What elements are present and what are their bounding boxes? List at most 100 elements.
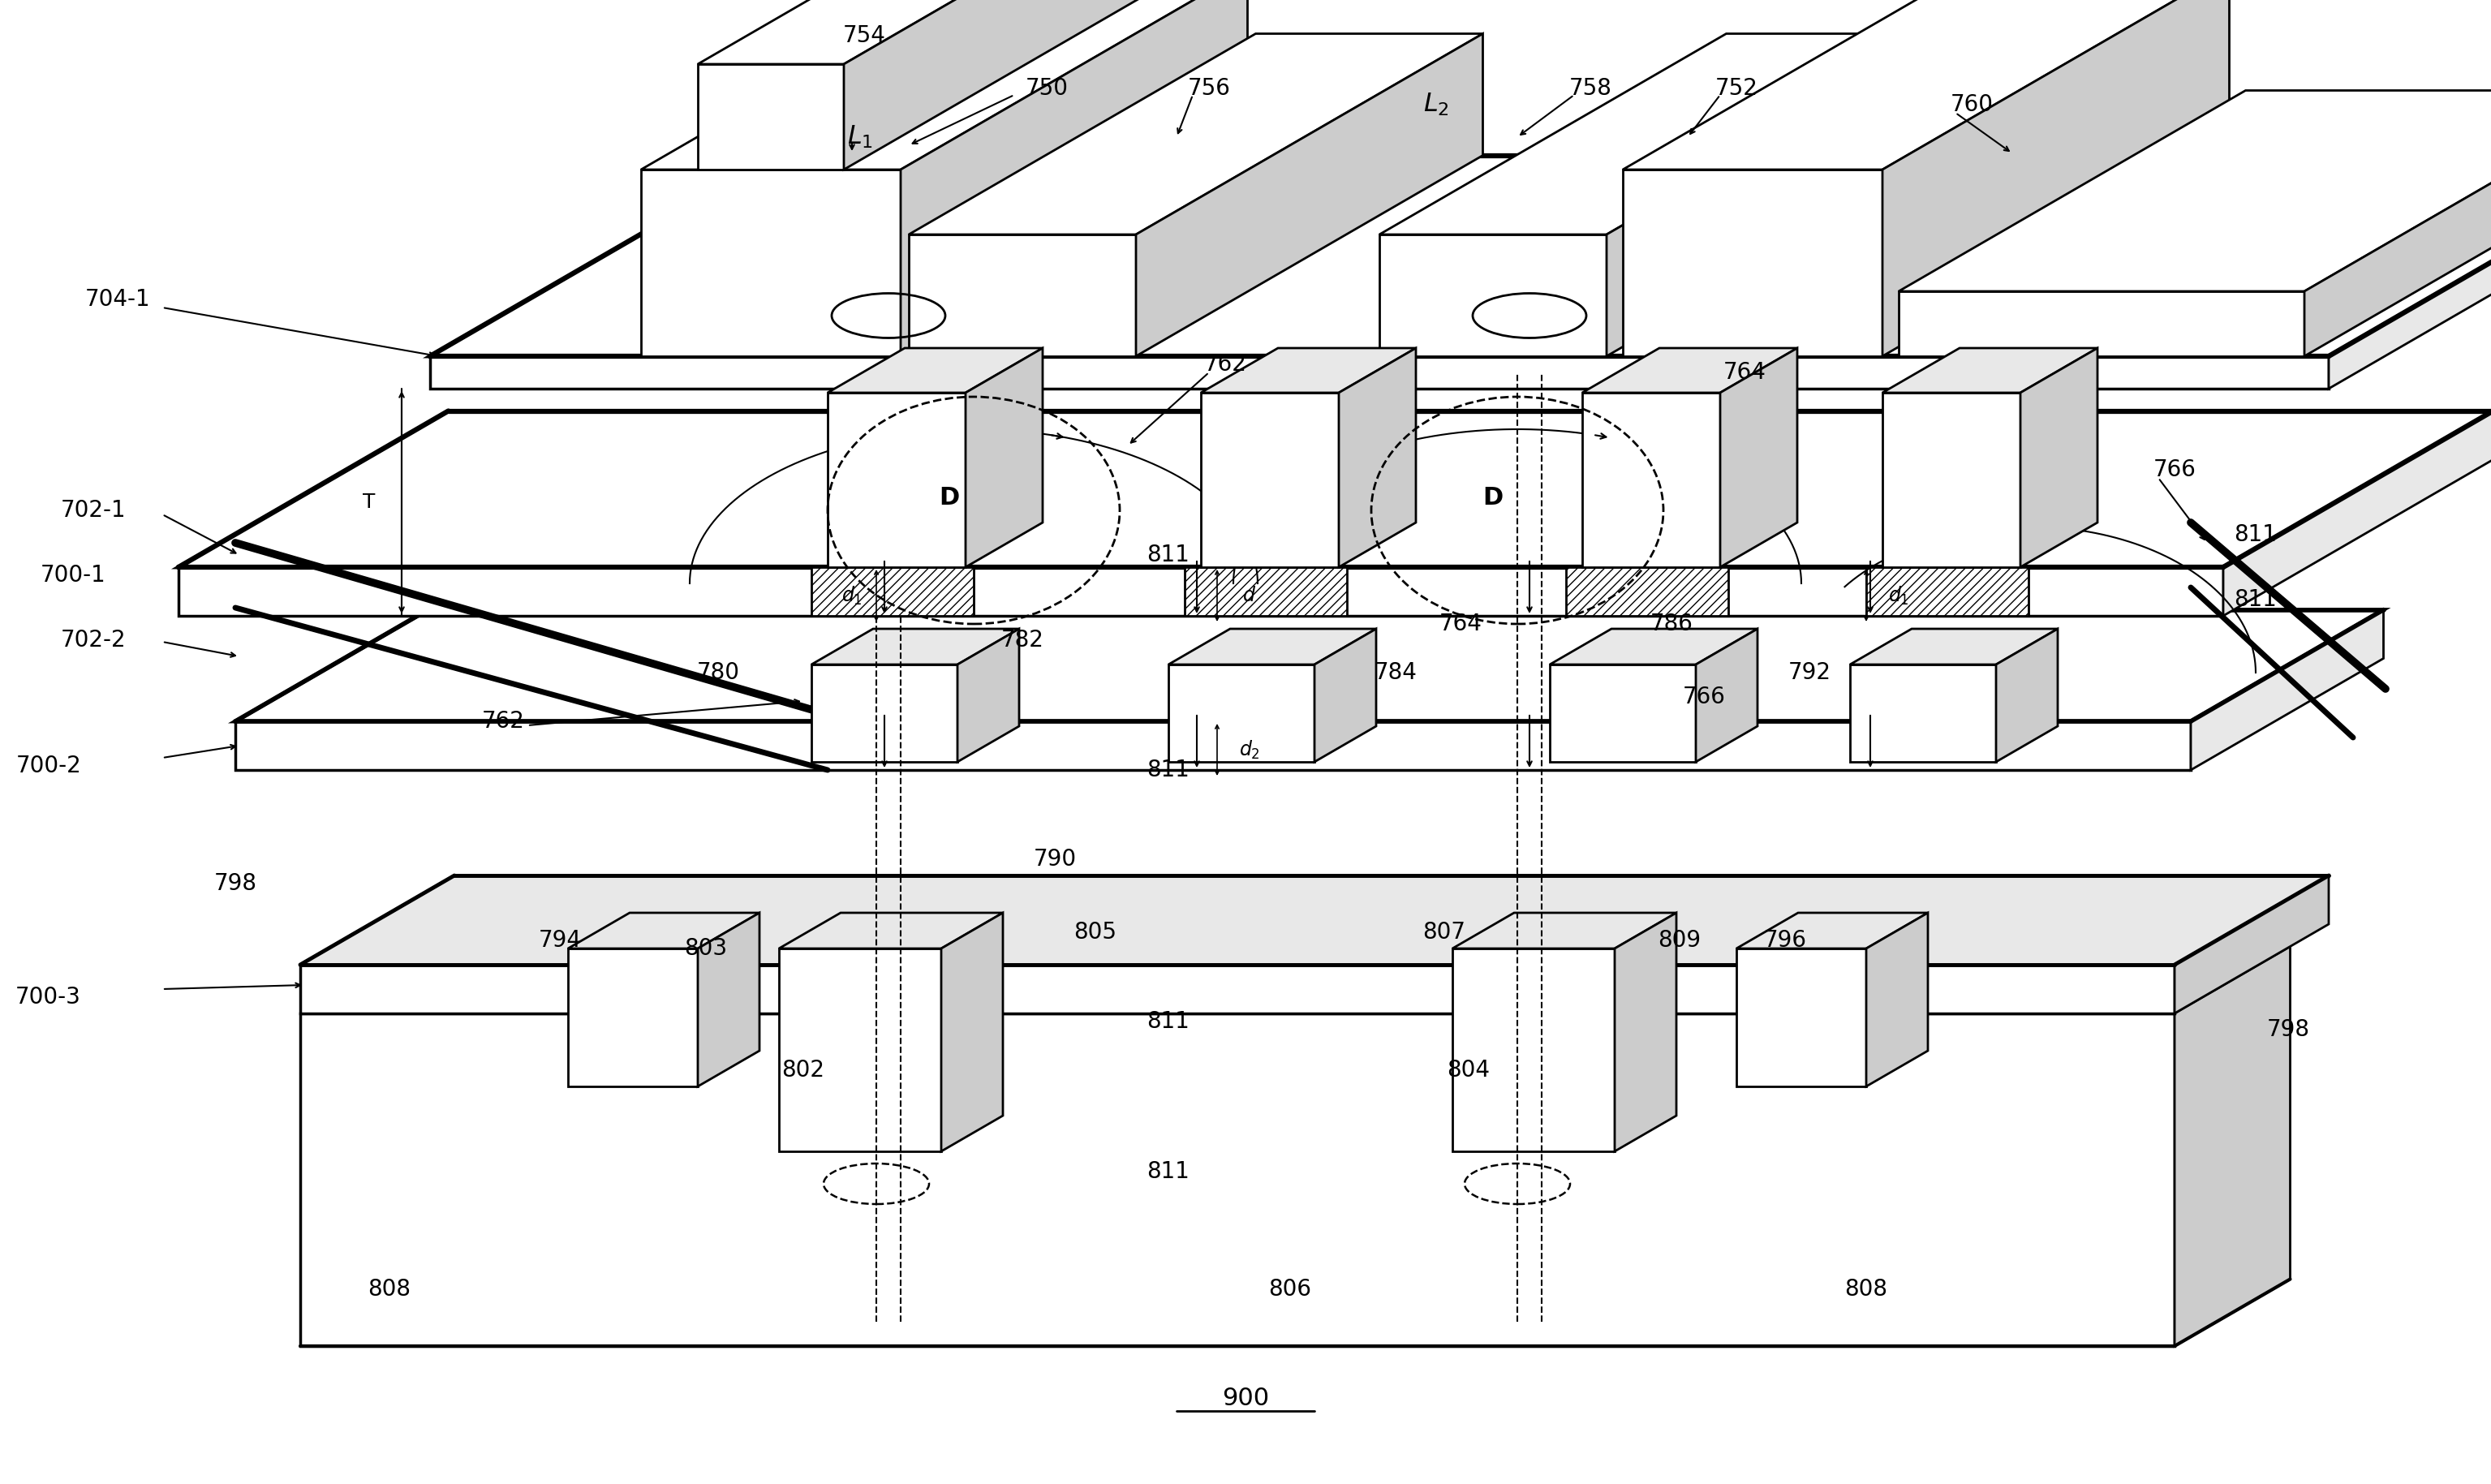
Polygon shape (780, 948, 942, 1152)
Text: 760: 760 (1950, 93, 1993, 116)
Text: 798: 798 (2267, 1018, 2309, 1040)
Text: 804: 804 (1447, 1060, 1490, 1082)
Text: 790: 790 (1034, 847, 1076, 871)
Text: 700-2: 700-2 (15, 754, 82, 778)
Polygon shape (301, 1014, 2175, 1346)
Polygon shape (1622, 169, 1883, 356)
Polygon shape (1883, 0, 2229, 356)
Text: 803: 803 (685, 936, 727, 960)
Text: 784: 784 (1375, 662, 1417, 684)
Text: 811: 811 (2234, 588, 2277, 611)
Text: 806: 806 (1268, 1278, 1313, 1300)
Polygon shape (1380, 234, 1607, 356)
Polygon shape (942, 913, 1004, 1152)
Text: $d$: $d$ (1243, 586, 1255, 605)
Polygon shape (1168, 665, 1315, 761)
Polygon shape (1883, 393, 2020, 567)
Polygon shape (301, 876, 2329, 965)
Polygon shape (1582, 349, 1796, 393)
Polygon shape (1898, 291, 2304, 356)
Polygon shape (1736, 948, 1866, 1086)
Polygon shape (179, 411, 2491, 567)
Text: 702-1: 702-1 (60, 499, 125, 522)
Text: 792: 792 (1789, 662, 1831, 684)
Polygon shape (812, 629, 1019, 665)
Text: 808: 808 (369, 1278, 411, 1300)
Polygon shape (301, 965, 2175, 1014)
Text: $L_1$: $L_1$ (847, 125, 872, 150)
Polygon shape (1851, 665, 1995, 761)
Polygon shape (1883, 349, 2097, 393)
Polygon shape (1168, 629, 1375, 665)
Text: 764: 764 (1724, 361, 1766, 384)
Polygon shape (967, 349, 1044, 567)
Polygon shape (697, 913, 760, 1086)
Text: 808: 808 (1846, 1278, 1888, 1300)
Text: D: D (939, 487, 959, 510)
Text: 764: 764 (1440, 613, 1482, 635)
Text: 811: 811 (1146, 1011, 1191, 1033)
Polygon shape (1549, 665, 1696, 761)
Text: 794: 794 (538, 929, 580, 951)
Polygon shape (827, 349, 1044, 393)
Polygon shape (2175, 876, 2329, 1014)
Polygon shape (1452, 948, 1614, 1152)
Text: 766: 766 (2152, 459, 2197, 481)
Text: 782: 782 (1001, 629, 1044, 651)
Polygon shape (844, 0, 1191, 169)
Text: 807: 807 (1422, 922, 1465, 944)
Polygon shape (1866, 567, 2028, 616)
Polygon shape (1721, 349, 1796, 567)
Text: 900: 900 (1223, 1388, 1268, 1411)
Polygon shape (697, 64, 844, 169)
Text: 756: 756 (1188, 77, 1231, 99)
Text: 811: 811 (1146, 543, 1191, 567)
Polygon shape (1201, 393, 1338, 567)
Polygon shape (2304, 91, 2491, 356)
Polygon shape (1582, 393, 1721, 567)
Text: 762: 762 (481, 709, 526, 733)
Text: 700-3: 700-3 (15, 985, 82, 1009)
Polygon shape (812, 665, 957, 761)
Text: 811: 811 (2234, 524, 2277, 546)
Text: 766: 766 (1681, 686, 1726, 708)
Text: 750: 750 (1026, 77, 1069, 99)
Polygon shape (812, 567, 974, 616)
Text: 780: 780 (697, 662, 740, 684)
Polygon shape (2329, 156, 2491, 389)
Polygon shape (2175, 947, 2289, 1346)
Text: 752: 752 (1714, 77, 1759, 99)
Polygon shape (1622, 0, 2229, 169)
Polygon shape (1696, 629, 1759, 761)
Text: 762: 762 (1203, 353, 1246, 375)
Polygon shape (301, 947, 2289, 1014)
Text: 758: 758 (1569, 77, 1612, 99)
Polygon shape (1315, 629, 1375, 761)
Text: 754: 754 (842, 24, 887, 47)
Polygon shape (1201, 349, 1415, 393)
Polygon shape (902, 0, 1248, 356)
Text: 700-1: 700-1 (40, 564, 105, 586)
Text: $d_1$: $d_1$ (1888, 585, 1908, 607)
Text: 811: 811 (1146, 1160, 1191, 1183)
Polygon shape (1736, 913, 1928, 948)
Polygon shape (234, 610, 2384, 721)
Text: 704-1: 704-1 (85, 288, 149, 310)
Polygon shape (1866, 913, 1928, 1086)
Polygon shape (568, 948, 697, 1086)
Polygon shape (640, 169, 902, 356)
Polygon shape (957, 629, 1019, 761)
Polygon shape (640, 0, 1248, 169)
Polygon shape (1380, 34, 1953, 234)
Polygon shape (827, 393, 967, 567)
Text: 786: 786 (1649, 613, 1694, 635)
Polygon shape (1995, 629, 2058, 761)
Text: $L_2$: $L_2$ (1422, 92, 1450, 117)
Polygon shape (1898, 91, 2491, 291)
Polygon shape (431, 356, 2329, 389)
Polygon shape (1851, 629, 2058, 665)
Polygon shape (697, 0, 1191, 64)
Text: D: D (1482, 487, 1502, 510)
Text: 809: 809 (1659, 929, 1701, 951)
Polygon shape (1549, 629, 1759, 665)
